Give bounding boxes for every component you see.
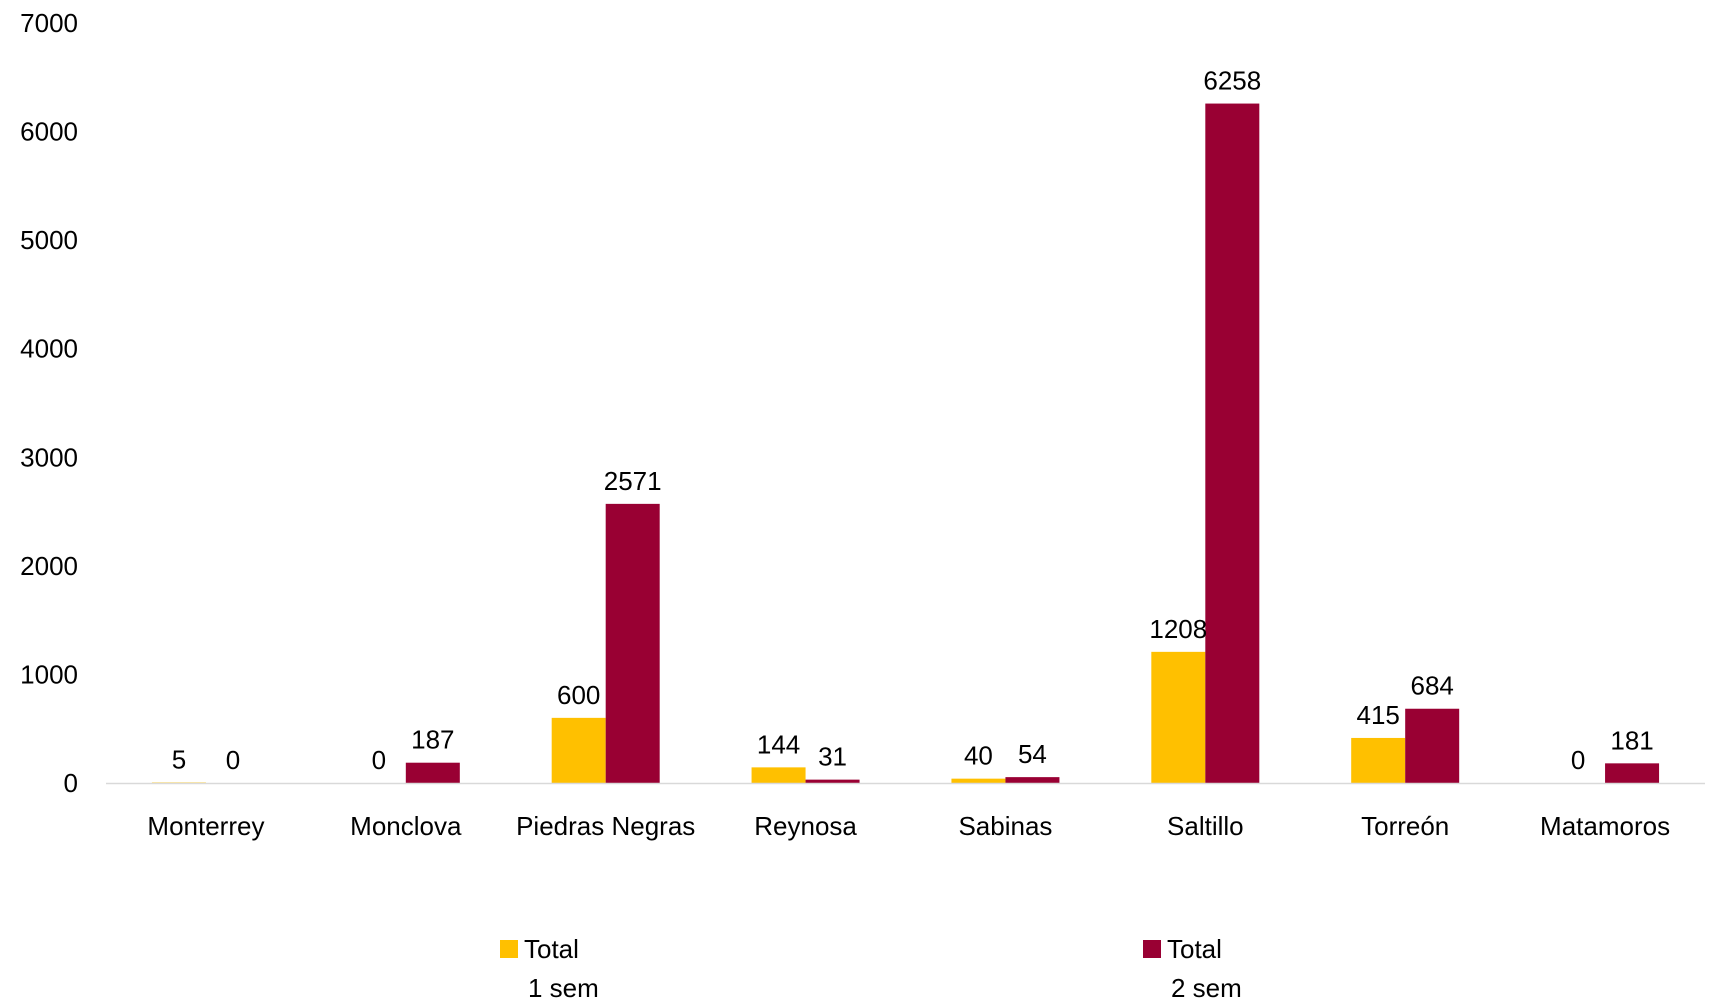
data-label: 684 [1410,671,1453,701]
y-tick-label: 2000 [20,551,78,581]
x-category-label: Matamoros [1540,811,1670,841]
legend-swatch [1143,940,1161,958]
data-label: 187 [411,725,454,755]
data-label: 0 [226,745,240,775]
bar-total-1-sem [551,717,606,783]
data-label: 415 [1356,700,1399,730]
legend-item-total-2-sem: Total 2 sem [1143,934,1242,1003]
x-category-label: Torreón [1361,811,1449,841]
y-tick-label: 4000 [20,334,78,364]
legend-label: 1 sem [528,973,599,1002]
data-label: 40 [964,741,993,771]
data-label: 5 [172,744,186,774]
y-tick-label: 3000 [20,442,78,472]
bar-total-2-sem [1205,103,1260,783]
x-category-label: Piedras Negras [516,811,695,841]
bar-total-1-sem [751,767,806,783]
y-tick-label: 6000 [20,117,78,147]
bar-total-2-sem [1405,708,1460,783]
x-category-label: Monterrey [147,811,264,841]
data-label: 0 [1571,745,1585,775]
y-tick-label: 1000 [20,659,78,689]
bar-total-1-sem [1151,651,1206,783]
data-label: 600 [557,680,600,710]
bar-total-1-sem [951,778,1006,783]
bar-series-group [151,103,1660,783]
x-axis-tick-labels: Monterrey Monclova Piedras Negras Reynosa Sa… [147,811,1670,841]
bar-total-2-sem [805,779,860,783]
bar-total-2-sem [605,503,660,783]
legend-label: Total [524,934,579,964]
x-category-label: Saltillo [1167,811,1244,841]
bar-total-2-sem [1005,777,1060,783]
data-label: 31 [818,742,847,772]
bar-total-1-sem [151,782,206,783]
legend-label: 2 sem [1171,973,1242,1002]
data-label: 54 [1018,739,1047,769]
y-tick-label: 0 [64,768,78,798]
y-tick-label: 5000 [20,225,78,255]
y-tick-label: 7000 [20,8,78,38]
bar-total-1-sem [1351,737,1406,783]
data-label: 144 [757,729,800,759]
x-category-label: Sabinas [958,811,1052,841]
data-label: 6258 [1203,66,1261,96]
legend: Total 1 sem Total 2 sem [500,934,1242,1003]
bar-total-2-sem [405,762,460,783]
data-labels-group: 5 0 0 187 600 2571 144 31 40 54 1208 6258 415 684 0 181 [172,66,1654,775]
data-label: 181 [1610,725,1653,755]
data-label: 2571 [604,466,662,496]
data-label: 1208 [1149,614,1207,644]
bar-total-2-sem [1605,763,1660,783]
legend-label: Total [1167,934,1222,964]
x-category-label: Monclova [350,811,462,841]
legend-swatch [500,940,518,958]
x-category-label: Reynosa [754,811,857,841]
y-axis-tick-labels: 0 1000 2000 3000 4000 5000 6000 7000 [20,8,78,798]
legend-item-total-1-sem: Total 1 sem [500,934,599,1003]
data-label: 0 [372,745,386,775]
